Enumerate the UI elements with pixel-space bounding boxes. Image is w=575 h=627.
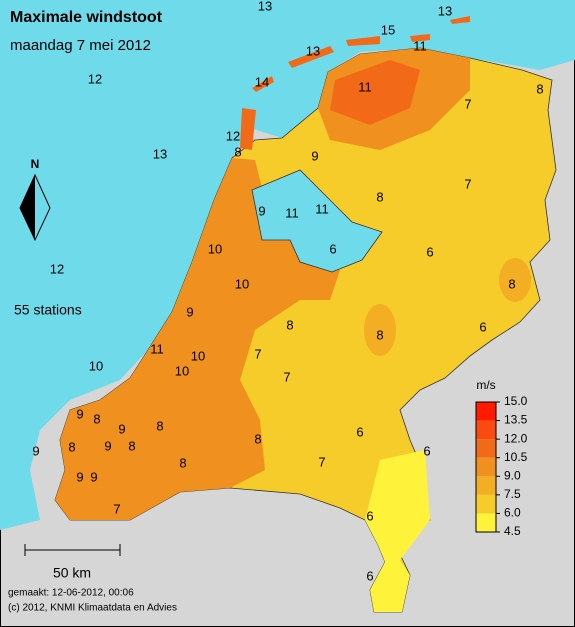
station-value: 11 bbox=[315, 201, 329, 216]
station-value: 8 bbox=[156, 418, 163, 433]
station-value: 8 bbox=[93, 411, 100, 426]
legend-band bbox=[476, 457, 496, 477]
station-value: 8 bbox=[536, 81, 543, 96]
station-value: 9 bbox=[186, 304, 193, 319]
station-value: 13 bbox=[258, 0, 272, 13]
station-value: 8 bbox=[234, 144, 241, 159]
legend-unit: m/s bbox=[476, 378, 495, 392]
orange-spot bbox=[364, 304, 396, 356]
station-value: 6 bbox=[366, 568, 373, 583]
station-value: 9 bbox=[76, 469, 83, 484]
station-value: 10 bbox=[208, 241, 222, 256]
station-value: 8 bbox=[376, 189, 383, 204]
station-value: 8 bbox=[286, 317, 293, 332]
legend-band bbox=[476, 476, 496, 495]
station-value: 9 bbox=[311, 148, 318, 163]
legend-band bbox=[476, 513, 496, 532]
ijsselmeer bbox=[251, 169, 383, 273]
station-value: 7 bbox=[113, 501, 120, 516]
legend-band bbox=[476, 439, 496, 458]
station-value: 10 bbox=[191, 348, 205, 363]
station-value: 6 bbox=[366, 508, 373, 523]
north-arrow-fill bbox=[20, 175, 35, 240]
station-value: 8 bbox=[128, 438, 135, 453]
station-value: 11 bbox=[285, 205, 299, 220]
station-value: 7 bbox=[464, 96, 471, 111]
station-value: 6 bbox=[479, 319, 486, 334]
north-label: N bbox=[31, 157, 40, 171]
station-value: 6 bbox=[423, 443, 430, 458]
station-value: 9 bbox=[258, 203, 265, 218]
station-value: 7 bbox=[464, 176, 471, 191]
station-value: 9 bbox=[118, 421, 125, 436]
station-value: 9 bbox=[76, 406, 83, 421]
station-value: 12 bbox=[226, 128, 240, 143]
station-value: 6 bbox=[356, 424, 363, 439]
station-value: 8 bbox=[376, 327, 383, 342]
station-value: 13 bbox=[153, 146, 167, 161]
legend-tick-label: 7.5 bbox=[504, 487, 521, 501]
station-value: 15 bbox=[381, 22, 395, 37]
legend-band bbox=[476, 494, 496, 514]
station-value: 7 bbox=[254, 346, 261, 361]
station-value: 9 bbox=[104, 438, 111, 453]
station-value: 13 bbox=[306, 43, 320, 58]
station-value: 9 bbox=[90, 469, 97, 484]
legend-tick-label: 10.5 bbox=[504, 450, 528, 464]
station-value: 10 bbox=[89, 358, 103, 373]
station-value: 8 bbox=[68, 439, 75, 454]
station-value: 6 bbox=[426, 244, 433, 259]
orange-spot bbox=[499, 258, 531, 302]
legend-band bbox=[476, 420, 496, 440]
station-value: 12 bbox=[50, 261, 64, 276]
legend-band bbox=[476, 402, 496, 421]
scale-label: 50 km bbox=[53, 565, 91, 581]
legend-tick-label: 15.0 bbox=[504, 394, 528, 408]
station-value: 11 bbox=[358, 79, 372, 94]
station-count: 55 stations bbox=[14, 302, 82, 318]
legend-frame bbox=[475, 401, 497, 533]
station-value: 8 bbox=[254, 431, 261, 446]
legend-tick-label: 4.5 bbox=[504, 524, 521, 538]
island bbox=[240, 108, 256, 150]
station-value: 7 bbox=[283, 369, 290, 384]
footer-made: gemaakt: 12-06-2012, 00:06 bbox=[8, 588, 134, 599]
station-value: 13 bbox=[438, 3, 452, 18]
legend-tick-label: 12.0 bbox=[504, 431, 528, 445]
orange-region bbox=[55, 158, 340, 520]
footer-copyright: (c) 2012, KNMI Klimaatdata en Advies bbox=[8, 603, 177, 614]
dark-orange-north bbox=[330, 60, 420, 125]
station-value: 11 bbox=[150, 341, 164, 356]
station-value: 7 bbox=[318, 454, 325, 469]
legend-tick-label: 9.0 bbox=[504, 468, 521, 482]
yellow-region bbox=[365, 450, 430, 612]
station-value: 12 bbox=[88, 71, 102, 86]
station-value: 14 bbox=[255, 74, 269, 89]
station-value: 9 bbox=[32, 443, 39, 458]
station-value: 8 bbox=[179, 455, 186, 470]
legend-tick-label: 13.5 bbox=[504, 413, 528, 427]
title: Maximale windstoot bbox=[10, 9, 163, 26]
legend-tick-label: 6.0 bbox=[504, 506, 521, 520]
sea bbox=[0, 0, 575, 530]
station-value: 10 bbox=[175, 363, 189, 378]
station-value: 8 bbox=[508, 276, 515, 291]
station-value: 10 bbox=[235, 276, 249, 291]
subtitle: maandag 7 mei 2012 bbox=[10, 37, 151, 54]
station-value: 6 bbox=[329, 241, 336, 256]
station-value: 11 bbox=[413, 38, 427, 53]
